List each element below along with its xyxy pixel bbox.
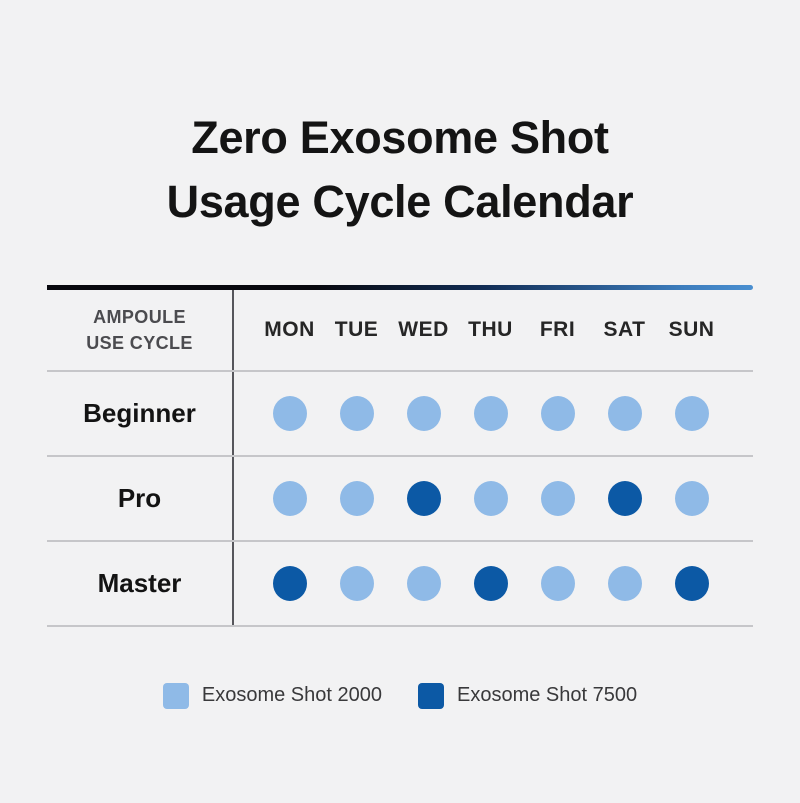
- dot-beginner-fri: [540, 395, 575, 431]
- legend-item-2000: Exosome Shot 2000: [162, 682, 382, 709]
- dot-master-sat: [607, 565, 642, 601]
- dot-beginner-sat: [607, 395, 642, 431]
- legend-label-2000: Exosome Shot 2000: [201, 684, 382, 707]
- day-header-thu: THU: [468, 317, 513, 341]
- dot-beginner-mon: [272, 395, 307, 431]
- dot-beginner-thu: [473, 395, 508, 431]
- page-title: Zero Exosome Shot Usage Cycle Calendar: [0, 0, 800, 235]
- dot-pro-wed: [406, 480, 441, 516]
- row-label-cell: Pro: [47, 456, 234, 540]
- dot-master-mon: [272, 565, 307, 601]
- row-label-pro: Pro: [117, 482, 162, 513]
- day-header-sat: SAT: [603, 317, 646, 341]
- legend-swatch-dark-icon: [418, 682, 444, 709]
- day-header-tue: TUE: [334, 317, 379, 341]
- dot-pro-sun: [674, 480, 709, 516]
- dot-pro-sat: [607, 480, 642, 516]
- page-title-line2: Usage Cycle Calendar: [166, 176, 634, 228]
- row-label-beginner: Beginner: [83, 397, 196, 428]
- dot-master-sun: [674, 565, 709, 601]
- dot-cells-master: [234, 542, 753, 625]
- legend-item-7500: Exosome Shot 7500: [418, 682, 638, 709]
- dot-pro-thu: [473, 480, 508, 516]
- dot-pro-tue: [339, 480, 374, 516]
- day-header-cells: MON TUE WED THU FRI SAT SUN: [234, 290, 753, 370]
- legend: Exosome Shot 2000 Exosome Shot 7500: [0, 682, 800, 709]
- table-row-pro: Pro: [47, 456, 753, 542]
- page-title-line1: Zero Exosome Shot: [191, 112, 609, 163]
- dot-beginner-wed: [406, 395, 441, 431]
- day-header-wed: WED: [398, 317, 449, 341]
- dot-cells-beginner: [234, 372, 753, 455]
- table-row-beginner: Beginner: [47, 371, 753, 457]
- day-header-sun: SUN: [668, 317, 715, 341]
- dot-beginner-tue: [339, 395, 374, 431]
- dot-cells-pro: [234, 457, 753, 540]
- table-header-row: AMPOULE USE CYCLE MON TUE WED THU FRI SA…: [47, 289, 753, 372]
- corner-header-cell: AMPOULE USE CYCLE: [47, 289, 234, 370]
- day-header-fri: FRI: [539, 317, 576, 341]
- dot-master-wed: [406, 565, 441, 601]
- legend-swatch-light-icon: [162, 682, 189, 709]
- row-label-cell: Master: [47, 541, 234, 625]
- dot-beginner-sun: [674, 395, 709, 431]
- table-top-border: [47, 284, 753, 290]
- usage-cycle-table: AMPOULE USE CYCLE MON TUE WED THU FRI SA…: [47, 284, 753, 627]
- day-header-mon: MON: [264, 317, 315, 341]
- dot-master-thu: [473, 565, 508, 601]
- row-label-cell: Beginner: [47, 371, 234, 455]
- dot-pro-fri: [540, 480, 575, 516]
- corner-label-line2: USE CYCLE: [86, 332, 193, 353]
- dot-pro-mon: [272, 480, 307, 516]
- row-label-master: Master: [97, 567, 182, 598]
- legend-label-7500: Exosome Shot 7500: [457, 684, 638, 707]
- corner-label-line1: AMPOULE: [93, 306, 186, 327]
- dot-master-fri: [540, 565, 575, 601]
- dot-master-tue: [339, 565, 374, 601]
- table-row-master: Master: [47, 541, 753, 627]
